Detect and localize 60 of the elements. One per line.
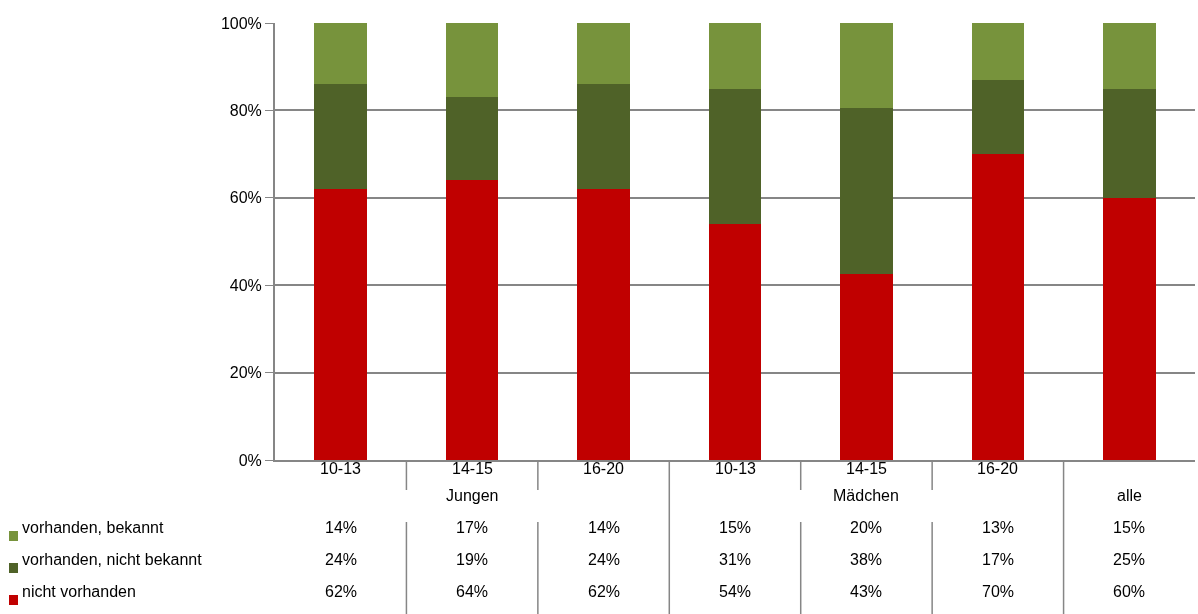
bar [1103,197,1156,460]
y-tick-label: 40% [229,276,262,294]
bar [840,23,893,109]
data-label: 31% [719,551,752,568]
data-label: 14% [325,519,358,536]
bar [314,23,367,85]
bar [577,23,630,85]
bar [840,108,893,275]
x-tick-label: alle [1117,487,1143,504]
text: Jungen [446,487,499,504]
bar [971,79,1025,155]
data-label: 62% [588,583,621,600]
data-label: 15% [719,519,752,536]
bar [1103,88,1156,198]
x-tick-label: 16-20 [583,460,625,477]
bar [971,154,1025,460]
bar [577,189,630,460]
data-label: 14% [588,519,621,536]
y-tick-label: 0% [238,451,262,469]
x-tick-label: 10-13 [715,460,757,477]
bar [1103,23,1156,89]
x-tick-label: 10-13 [320,460,362,477]
data-label: 38% [850,551,883,568]
data-label: 60% [1113,583,1146,600]
legend-label: vorhanden, bekannt [22,519,164,536]
bar [445,97,499,181]
data-label: 17% [456,519,489,536]
x-tick-label: 16-20 [977,460,1019,477]
bar [445,180,499,460]
data-label: 24% [325,551,358,568]
data-label: 17% [982,551,1015,568]
bar [840,274,893,460]
bar [577,84,630,190]
data-label: 43% [850,583,883,600]
y-tick-label: 20% [229,364,262,382]
bar [314,84,367,190]
data-label: 19% [456,551,489,568]
data-label: 62% [325,583,358,600]
data-label: 15% [1113,519,1146,536]
bar [708,224,762,460]
bar [314,189,367,460]
legend-label: vorhanden, nicht bekannt [22,551,203,568]
data-label: 13% [982,519,1015,536]
y-tick-label: 60% [229,189,262,207]
y-tick-label: 80% [229,102,262,119]
data-label: 20% [850,519,883,536]
text: Mädchen [833,487,899,504]
data-label: 54% [719,583,752,600]
y-tick-label: 100% [220,14,262,32]
x-tick-label: 14-15 [452,460,494,477]
bar [445,23,499,98]
legend-label: nicht vorhanden [22,583,136,600]
data-label: 70% [982,583,1015,600]
data-label: 24% [588,551,621,568]
bar [708,23,762,89]
bar [971,23,1025,80]
bar [708,88,762,225]
data-label: 64% [456,583,489,600]
x-tick-label: 14-15 [846,460,888,477]
data-label: 25% [1113,551,1146,568]
